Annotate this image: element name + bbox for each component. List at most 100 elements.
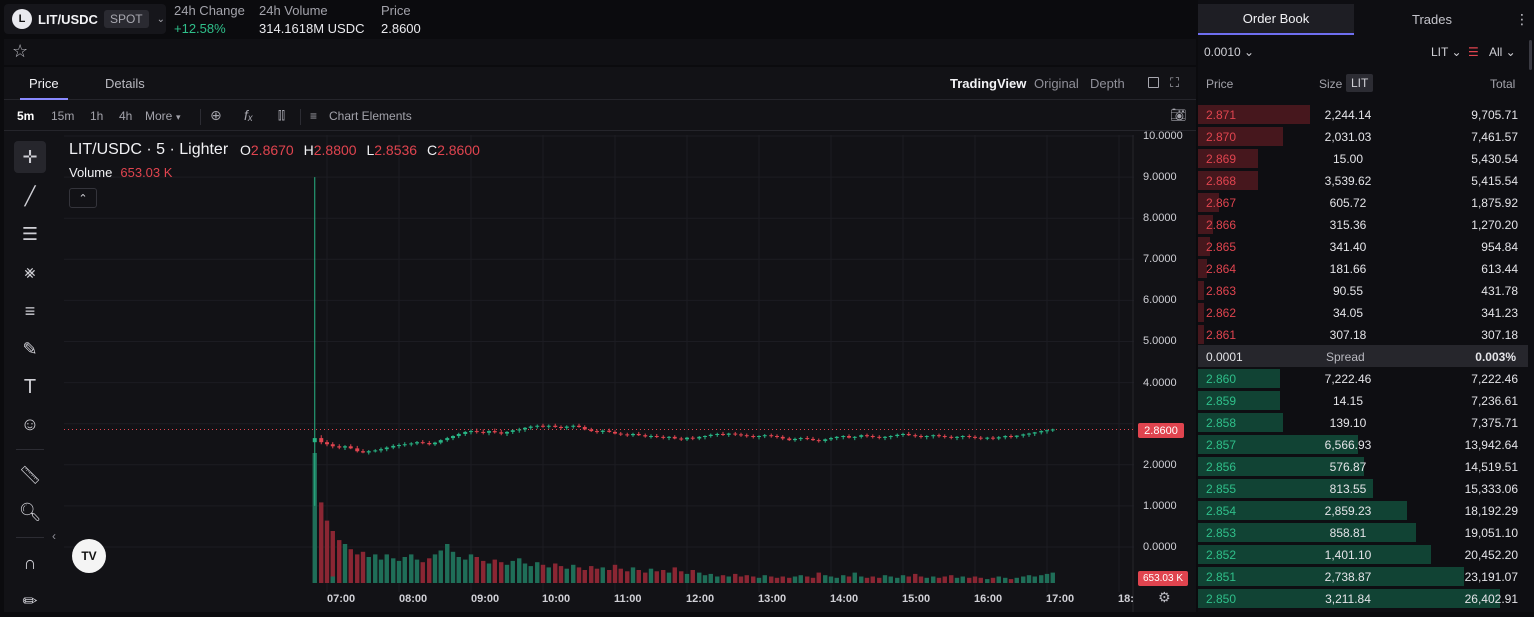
candle-body: [991, 437, 995, 439]
emoji-icon[interactable]: ☺: [20, 413, 40, 434]
ask-row[interactable]: 2.869 15.00 5,430.54: [1198, 147, 1534, 169]
unit-selector[interactable]: LIT ⌄: [1431, 45, 1462, 59]
trend-line-icon[interactable]: ╱: [24, 185, 36, 206]
view-original[interactable]: Original: [1034, 76, 1079, 91]
row-price: 2.859: [1206, 394, 1237, 408]
zoom-in-icon[interactable]: 🔍︎: [18, 501, 42, 522]
volume-bar: [882, 575, 888, 583]
stat-label: Price: [381, 3, 411, 18]
row-total: 954.84: [1481, 240, 1518, 254]
ask-row[interactable]: 2.866 315.36 1,270.20: [1198, 213, 1534, 235]
ask-row[interactable]: 2.863 90.55 431.78: [1198, 279, 1534, 301]
candle-type-icon[interactable]: ⫿⫿: [278, 110, 286, 122]
candle-body: [391, 445, 396, 448]
ask-row[interactable]: 2.870 2,031.03 7,461.57: [1198, 125, 1534, 147]
horizontal-lines-icon[interactable]: ☰: [21, 223, 39, 244]
fib-retracement-icon[interactable]: ≡: [24, 300, 36, 321]
tick-size-selector[interactable]: 0.0010 ⌄: [1204, 45, 1255, 59]
candle-body: [937, 435, 941, 437]
settings-gear-icon[interactable]: ⚙: [1158, 589, 1171, 605]
bid-row[interactable]: 2.852 1,401.10 20,452.20: [1198, 543, 1534, 565]
volume-bar: [630, 567, 636, 583]
collapse-toolbar-icon[interactable]: ‹: [52, 529, 56, 543]
lock-drawing-icon[interactable]: ✏: [22, 590, 38, 611]
y-tick: 5.0000: [1143, 335, 1177, 347]
ask-row[interactable]: 2.868 3,539.62 5,415.54: [1198, 169, 1534, 191]
layout-square-icon[interactable]: [1148, 77, 1159, 88]
timeframe-15m[interactable]: 15m: [51, 109, 75, 123]
ask-row[interactable]: 2.862 34.05 341.23: [1198, 301, 1534, 323]
bid-row[interactable]: 2.853 858.81 19,051.10: [1198, 521, 1534, 543]
ask-row[interactable]: 2.871 2,244.14 9,705.71: [1198, 103, 1534, 125]
bid-row[interactable]: 2.850 3,211.84 26,402.91: [1198, 587, 1534, 609]
star-icon[interactable]: ☆: [12, 41, 29, 61]
chart-elements-icon[interactable]: ≡: [310, 109, 318, 123]
collapse-legend-button[interactable]: ⌃: [69, 188, 97, 208]
timeframe-5m[interactable]: 5m: [17, 109, 35, 123]
volume-bar: [708, 573, 713, 583]
row-price: 2.863: [1206, 284, 1237, 298]
candle-body: [348, 446, 353, 449]
tab-price[interactable]: Price: [29, 76, 59, 91]
fullscreen-icon[interactable]: ⛶: [1170, 75, 1180, 90]
candle-body: [474, 431, 479, 433]
row-price: 2.862: [1206, 306, 1237, 320]
bid-row[interactable]: 2.854 2,859.23 18,192.29: [1198, 499, 1534, 521]
price-chart[interactable]: [64, 135, 1134, 612]
tab-order-book[interactable]: Order Book: [1198, 4, 1354, 35]
function-icon[interactable]: fₓ: [244, 107, 254, 123]
favorites-bar: ☆: [4, 39, 1196, 65]
candle-body: [978, 437, 983, 439]
bid-row[interactable]: 2.859 14.15 7,236.61: [1198, 389, 1534, 411]
volume-bar: [726, 576, 731, 583]
tab-details[interactable]: Details: [105, 76, 145, 91]
candle-body: [733, 433, 738, 435]
bid-row[interactable]: 2.856 576.87 14,519.51: [1198, 455, 1534, 477]
chart-elements-button[interactable]: Chart Elements: [329, 109, 412, 123]
view-depth[interactable]: Depth: [1090, 76, 1125, 91]
ask-row[interactable]: 2.867 605.72 1,875.92: [1198, 191, 1534, 213]
timeframe-more[interactable]: More: [145, 109, 173, 123]
ruler-icon[interactable]: 📏︎: [18, 464, 42, 485]
candle-body: [553, 425, 558, 427]
volume-bar: [1008, 579, 1014, 583]
bid-row[interactable]: 2.857 6,566.93 13,942.64: [1198, 433, 1534, 455]
timeframe-1h[interactable]: 1h: [90, 109, 104, 123]
candle-body: [1014, 435, 1019, 437]
depth-bar: [1198, 215, 1214, 234]
tab-trades[interactable]: Trades: [1412, 12, 1452, 27]
pair-selector[interactable]: L LIT/USDC SPOT ⌄: [4, 4, 166, 34]
close-label: C: [426, 142, 438, 158]
more-options-icon[interactable]: ⋮: [1515, 11, 1529, 27]
toolbar-divider: [200, 109, 201, 125]
text-tool-icon[interactable]: T: [23, 375, 37, 398]
book-layout-icon[interactable]: ☰: [1468, 45, 1479, 59]
add-indicator-icon[interactable]: ⊕: [210, 107, 222, 123]
timeframe-4h[interactable]: 4h: [119, 109, 133, 123]
pair-name: LIT/USDC: [38, 11, 98, 27]
row-size: 858.81: [1329, 526, 1367, 540]
brush-icon[interactable]: ✎: [22, 338, 38, 359]
volume-bar: [499, 562, 504, 583]
filter-selector[interactable]: All ⌄: [1489, 45, 1516, 59]
filter-value: All: [1489, 45, 1503, 59]
ask-row[interactable]: 2.861 307.18 307.18: [1198, 323, 1534, 345]
ask-row[interactable]: 2.864 181.66 613.44: [1198, 257, 1534, 279]
candle-body: [715, 433, 720, 435]
ask-row[interactable]: 2.865 341.40 954.84: [1198, 235, 1534, 257]
crosshair-icon[interactable]: ✛: [14, 141, 46, 173]
tradingview-logo-icon[interactable]: TV: [72, 539, 106, 573]
bid-row[interactable]: 2.851 2,738.87 23,191.07: [1198, 565, 1534, 587]
camera-icon[interactable]: 📷︎: [1170, 107, 1187, 122]
row-price: 2.855: [1206, 482, 1237, 496]
magnet-icon[interactable]: ∩: [23, 552, 37, 573]
scrollbar[interactable]: [1529, 40, 1532, 70]
bid-row[interactable]: 2.858 139.10 7,375.71: [1198, 411, 1534, 433]
bid-row[interactable]: 2.860 7,222.46 7,222.46: [1198, 367, 1534, 389]
size-unit-badge[interactable]: LIT: [1346, 74, 1374, 92]
view-tradingview[interactable]: TradingView: [950, 76, 1027, 91]
bid-row[interactable]: 2.855 813.55 15,333.06: [1198, 477, 1534, 499]
volume-bar: [571, 564, 576, 583]
volume-bar: [756, 577, 762, 583]
pattern-icon[interactable]: ⨳: [24, 261, 36, 282]
